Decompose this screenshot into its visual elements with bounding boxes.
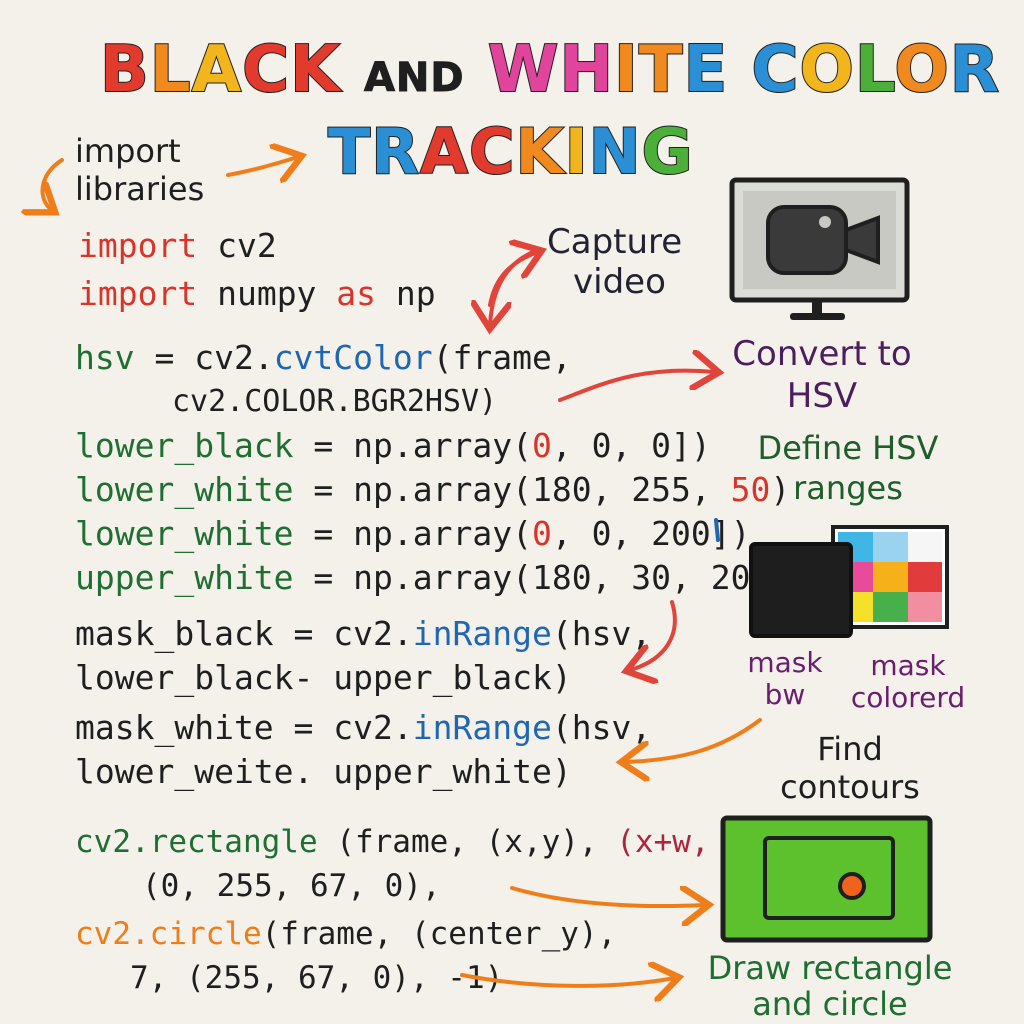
title-line-1: BLACK AND WHITE COLOR <box>99 30 1001 118</box>
arrow-rect-draw <box>510 888 705 906</box>
color-swatch-icon <box>749 525 949 638</box>
note-mask-bw: mask bw <box>747 646 823 711</box>
title-letter: I <box>564 114 589 189</box>
code-lower-white-2: lower_white = np.array(0, 0, 200]) <box>75 514 751 553</box>
title-letter: L <box>149 32 192 108</box>
title-letter: R <box>370 114 421 189</box>
code-mask-white-line1: mask_white = cv2.inRange(hsv, <box>75 708 652 747</box>
title-letter: O <box>893 32 950 108</box>
title-and: AND <box>363 55 465 102</box>
camera-monitor-icon <box>729 177 910 320</box>
note-import-libraries: import libraries <box>75 132 205 208</box>
title-letter: K <box>515 114 565 189</box>
title-letter: I <box>613 32 639 108</box>
title-letter: R <box>949 32 1001 108</box>
title-line-2: TRACKING <box>327 112 694 192</box>
title-letter: A <box>191 32 243 108</box>
title-letter: L <box>854 32 895 108</box>
code-mask-white-line2: lower_weite. upper_white) <box>75 752 572 791</box>
code-lower-white-1: lower_white = np.array(180, 255, 50) <box>75 470 791 509</box>
title-letter: C <box>468 114 516 189</box>
arrow-import-loop <box>43 158 64 210</box>
title-letter: G <box>641 114 694 189</box>
code-rectangle-line2: (0, 255, 67, 0), <box>142 868 441 904</box>
arrow-import-title <box>226 157 298 175</box>
code-import-numpy: import numpy as np <box>78 274 436 313</box>
title-letter: B <box>99 32 150 108</box>
code-mask-black-line2: lower_black- upper_black) <box>75 658 572 697</box>
arrow-hsv-convert <box>558 371 715 402</box>
arrow-mask-white <box>625 718 762 762</box>
code-hsv-line1: hsv = cv2.cvtColor(frame, <box>75 338 572 377</box>
note-mask-colored: mask colorerd <box>850 649 966 714</box>
title-letter: T <box>638 32 684 108</box>
tick-mark <box>714 518 720 542</box>
title-letter: A <box>419 114 470 189</box>
green-frame-circle-icon <box>720 815 933 943</box>
code-upper-white: upper_white = np.array(180, 30, 205) <box>75 558 791 597</box>
arrow-ranges-mask <box>630 600 677 670</box>
title-letter: O <box>798 32 855 108</box>
title-white: WHITE <box>487 32 729 108</box>
arrow-circle-draw <box>460 975 675 986</box>
note-capture-video: Capture video <box>547 222 683 302</box>
note-define-ranges: Define HSV ranges <box>757 429 939 507</box>
title-letter: K <box>289 32 341 108</box>
arrow-capture-up <box>488 252 538 307</box>
note-find-contours: Find contours <box>780 730 920 806</box>
title-letter: C <box>241 32 291 108</box>
note-draw-rect-circle: Draw rectangle and circle <box>707 949 953 1023</box>
code-circle-line1: cv2.circle(frame, (center_y), <box>75 916 617 952</box>
title-color: COLOR <box>750 32 1001 108</box>
title-letter: H <box>558 32 615 108</box>
code-lower-black: lower_black = np.array(0, 0, 0]) <box>75 426 711 465</box>
title-letter: E <box>682 32 729 108</box>
title-tracking: TRACKING <box>327 114 694 189</box>
title-black: BLACK <box>99 32 341 108</box>
title-letter: C <box>750 32 800 108</box>
code-circle-line2: 7, (255, 67, 0), -1) <box>130 960 504 996</box>
title-letter: T <box>327 114 372 189</box>
code-hsv-line2: cv2.COLOR.BGR2HSV) <box>172 384 498 419</box>
note-convert-hsv: Convert to HSV <box>732 334 912 416</box>
title-letter: N <box>588 114 642 189</box>
code-import-cv2: import cv2 <box>78 226 277 265</box>
title-letter: W <box>487 32 560 108</box>
